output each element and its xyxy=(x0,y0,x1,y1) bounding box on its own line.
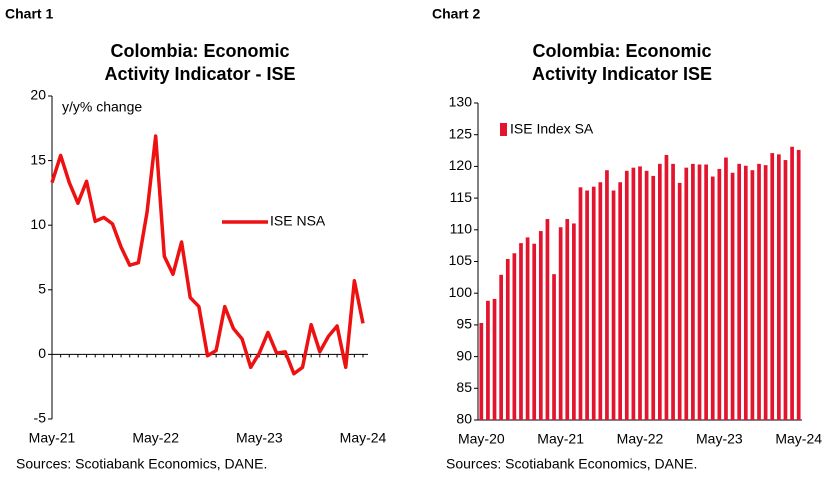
bar xyxy=(638,166,642,420)
legend-label: ISE NSA xyxy=(270,213,326,229)
bar xyxy=(631,167,636,420)
bar xyxy=(717,168,722,420)
bar xyxy=(777,154,781,420)
x-tick-label: May-21 xyxy=(29,430,76,446)
bar xyxy=(677,182,682,420)
bar xyxy=(671,163,675,420)
bar xyxy=(796,149,801,420)
bar xyxy=(710,176,715,420)
bar xyxy=(691,163,695,420)
source-note: Sources: Scotiabank Economics, DANE. xyxy=(446,456,697,472)
bar xyxy=(737,163,742,420)
x-tick-label: May-20 xyxy=(458,431,505,447)
x-tick-label: May-24 xyxy=(340,430,387,446)
bar xyxy=(585,190,589,420)
x-tick-label: May-21 xyxy=(537,431,584,447)
bar xyxy=(538,231,543,420)
bar xyxy=(790,146,794,420)
x-tick-label: May-23 xyxy=(236,430,283,446)
chart-title: Colombia: Economic xyxy=(532,41,711,61)
bar xyxy=(552,274,556,420)
y-tick-label: 15 xyxy=(30,151,46,167)
line-series xyxy=(50,134,365,376)
legend-label: ISE Index SA xyxy=(510,121,594,137)
bar xyxy=(598,182,603,420)
y-tick-label: 90 xyxy=(456,347,472,363)
bar xyxy=(624,170,629,420)
y-tick-label: 0 xyxy=(38,345,46,361)
bar xyxy=(499,274,503,420)
bar xyxy=(591,186,596,420)
bar xyxy=(558,227,563,420)
bar xyxy=(532,243,537,420)
bar xyxy=(605,170,609,420)
bar xyxy=(492,298,497,420)
y-tick-label: 105 xyxy=(449,252,473,268)
bar xyxy=(486,300,490,420)
bar xyxy=(684,167,689,420)
y-tick-label: 120 xyxy=(449,157,473,173)
bar xyxy=(578,187,583,420)
y-tick-label: 10 xyxy=(30,216,46,232)
bar xyxy=(479,322,484,420)
bar xyxy=(664,154,669,420)
bar xyxy=(525,237,530,420)
bar xyxy=(611,190,616,420)
bar xyxy=(763,165,768,420)
y-tick-label: 80 xyxy=(456,411,472,427)
y-tick-label: 115 xyxy=(450,189,473,205)
y-tick-label: 85 xyxy=(456,379,472,395)
bar xyxy=(704,164,708,420)
x-tick-label: May-23 xyxy=(696,431,743,447)
x-tick-label: May-22 xyxy=(132,430,179,446)
bar xyxy=(545,219,550,420)
y-tick-label: 5 xyxy=(38,281,46,297)
bar xyxy=(519,243,523,420)
chart-label: Chart 2 xyxy=(432,6,480,22)
x-tick-label: May-24 xyxy=(775,431,822,447)
bar xyxy=(618,182,623,420)
bar xyxy=(644,170,649,420)
source-note: Sources: Scotiabank Economics, DANE. xyxy=(16,456,267,472)
bar xyxy=(657,163,662,420)
bar xyxy=(783,160,788,420)
chart-label: Chart 1 xyxy=(5,6,53,22)
bar xyxy=(512,253,517,420)
bar xyxy=(651,175,656,420)
bar xyxy=(750,170,755,420)
legend-swatch xyxy=(500,123,507,136)
bar xyxy=(505,258,510,420)
bar xyxy=(572,223,576,420)
bar xyxy=(757,163,761,420)
y-tick-label: 95 xyxy=(456,316,472,332)
y-tick-label: 20 xyxy=(30,87,46,103)
chart-title: Activity Indicator ISE xyxy=(532,64,712,84)
y-tick-label: 125 xyxy=(449,125,473,141)
y-tick-label: 100 xyxy=(449,284,473,300)
y-tick-label: 110 xyxy=(450,221,473,237)
bar xyxy=(565,219,570,420)
bar xyxy=(724,157,728,421)
chart-title: Activity Indicator - ISE xyxy=(104,64,295,84)
y-tick-label: -5 xyxy=(34,410,47,426)
bar xyxy=(770,153,775,420)
x-tick-label: May-22 xyxy=(617,431,664,447)
bar xyxy=(743,165,748,420)
bar xyxy=(730,172,735,420)
bar xyxy=(697,164,702,420)
y-tick-label: 130 xyxy=(449,94,473,110)
chart-title: Colombia: Economic xyxy=(110,41,289,61)
annotation: y/y% change xyxy=(62,99,142,115)
